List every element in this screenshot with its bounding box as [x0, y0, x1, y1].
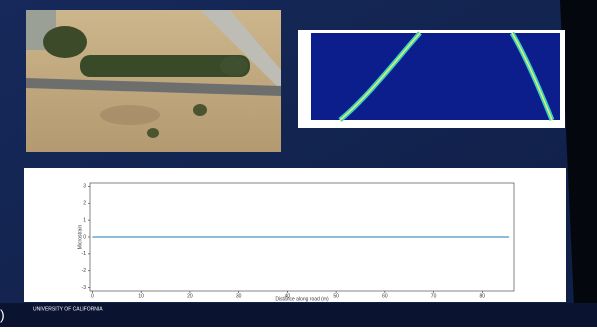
- x-tick-label: 20: [187, 293, 193, 299]
- y-tick-label: -2: [82, 268, 87, 274]
- x-tick-label: 10: [138, 293, 144, 299]
- y-tick-label: 2: [83, 201, 86, 207]
- x-tick-label: 80: [480, 293, 486, 299]
- y-tick-label: -1: [82, 251, 87, 257]
- x-tick-label: 50: [333, 293, 339, 299]
- x-tick-label: 30: [236, 293, 242, 299]
- x-tick-label: 70: [431, 293, 437, 299]
- footer-text: UNIVERSITY OF CALIFORNIA: [33, 306, 103, 312]
- edge-mark: ): [0, 307, 5, 323]
- y-tick-label: 0: [83, 234, 86, 240]
- x-axis-label: Distance along road (m): [275, 296, 329, 302]
- y-axis-label: Microstrain: [77, 225, 83, 250]
- footer-bar: [0, 303, 597, 327]
- aerial-photo: [26, 10, 281, 152]
- y-tick-label: 3: [83, 184, 86, 190]
- spectrogram: [298, 30, 565, 128]
- x-tick-label: 40: [285, 293, 291, 299]
- y-tick-label: 1: [83, 217, 86, 223]
- x-tick-label: 0: [91, 293, 94, 299]
- edge-shade: [560, 0, 597, 327]
- chart-panel: [24, 168, 566, 302]
- x-tick-label: 60: [382, 293, 388, 299]
- y-tick-label: -3: [82, 285, 87, 291]
